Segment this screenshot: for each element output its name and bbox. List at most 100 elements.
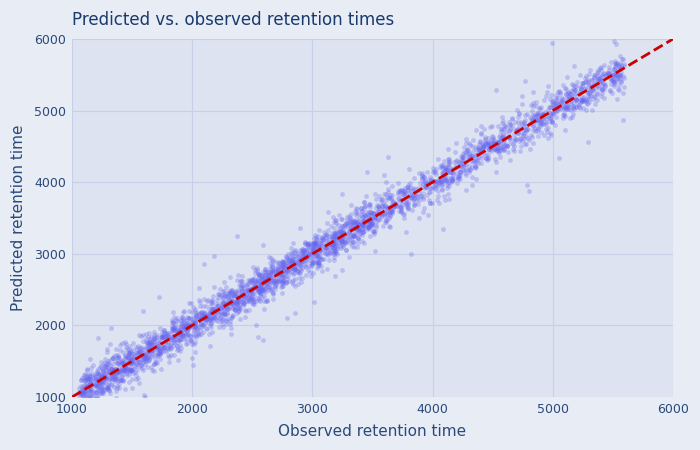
Point xyxy=(480,152,491,159)
Point xyxy=(596,77,607,84)
Point xyxy=(292,261,303,268)
Point xyxy=(189,319,200,326)
Point xyxy=(261,276,272,283)
Point xyxy=(273,271,284,279)
Point xyxy=(444,183,455,190)
Point xyxy=(527,116,538,123)
Point xyxy=(127,350,138,357)
Point xyxy=(551,102,562,109)
Point xyxy=(138,308,149,315)
Point xyxy=(130,349,141,356)
Point xyxy=(357,207,368,215)
Point xyxy=(132,354,143,361)
Point xyxy=(190,314,201,321)
Point xyxy=(328,239,339,246)
Point xyxy=(168,333,179,340)
Point xyxy=(328,238,339,245)
Point xyxy=(178,324,190,332)
Point xyxy=(126,356,137,363)
Point xyxy=(253,282,265,289)
Point xyxy=(518,119,529,126)
Point xyxy=(105,390,116,397)
Point xyxy=(156,332,167,339)
Point xyxy=(489,136,500,143)
Point xyxy=(514,110,525,117)
Point xyxy=(190,323,201,330)
Point xyxy=(401,202,412,210)
Point xyxy=(183,300,195,307)
Point xyxy=(162,346,173,354)
Point xyxy=(224,297,235,304)
Point xyxy=(592,69,603,76)
Point xyxy=(252,269,263,276)
Point xyxy=(167,319,178,326)
Point xyxy=(94,387,105,394)
Point xyxy=(181,321,192,328)
Point xyxy=(352,226,363,233)
Point xyxy=(158,328,169,335)
Point xyxy=(312,262,323,270)
Point xyxy=(247,298,258,305)
Point xyxy=(328,241,339,248)
Point xyxy=(304,250,316,257)
Point xyxy=(429,183,440,190)
Point xyxy=(186,299,197,306)
Point xyxy=(567,104,578,112)
Point xyxy=(612,86,624,93)
Point xyxy=(550,99,561,106)
Point xyxy=(103,359,114,366)
Point xyxy=(312,264,323,271)
Point xyxy=(322,249,333,256)
Point xyxy=(171,335,182,342)
Point xyxy=(536,119,547,126)
Point xyxy=(230,288,241,295)
Point xyxy=(93,365,104,373)
Point xyxy=(344,225,356,233)
Point xyxy=(583,81,594,89)
Point xyxy=(240,281,251,288)
Point xyxy=(384,207,395,215)
Point xyxy=(226,313,237,320)
Point xyxy=(151,332,162,339)
Point xyxy=(117,357,128,364)
Point xyxy=(228,311,239,318)
Point xyxy=(567,99,578,106)
Point xyxy=(84,355,95,362)
Point xyxy=(423,180,434,187)
Point xyxy=(304,268,316,275)
Point xyxy=(117,365,128,373)
Point xyxy=(195,316,206,323)
Point xyxy=(363,222,374,230)
Point xyxy=(152,352,163,359)
Point xyxy=(511,106,522,113)
Point xyxy=(424,189,435,196)
Point xyxy=(357,212,368,220)
Point xyxy=(271,278,282,285)
Point xyxy=(267,261,278,269)
Point xyxy=(464,168,475,175)
Point xyxy=(400,189,411,197)
Point xyxy=(84,380,95,387)
Point xyxy=(582,138,594,145)
Point xyxy=(288,270,300,277)
Point xyxy=(197,328,209,335)
Point xyxy=(76,387,88,395)
Point xyxy=(570,90,581,98)
Point xyxy=(482,157,493,164)
Point xyxy=(201,316,212,324)
Point xyxy=(142,354,153,361)
Point xyxy=(182,315,193,322)
Point xyxy=(191,311,202,319)
Point xyxy=(328,246,339,253)
Point xyxy=(153,344,164,351)
Point xyxy=(124,365,135,373)
Point xyxy=(92,369,103,377)
Point xyxy=(129,350,140,357)
Point xyxy=(260,277,272,284)
Point xyxy=(233,304,244,311)
Point xyxy=(290,282,301,289)
Point xyxy=(150,344,162,351)
Point xyxy=(202,312,213,319)
Point xyxy=(150,360,161,367)
Point xyxy=(326,232,337,239)
